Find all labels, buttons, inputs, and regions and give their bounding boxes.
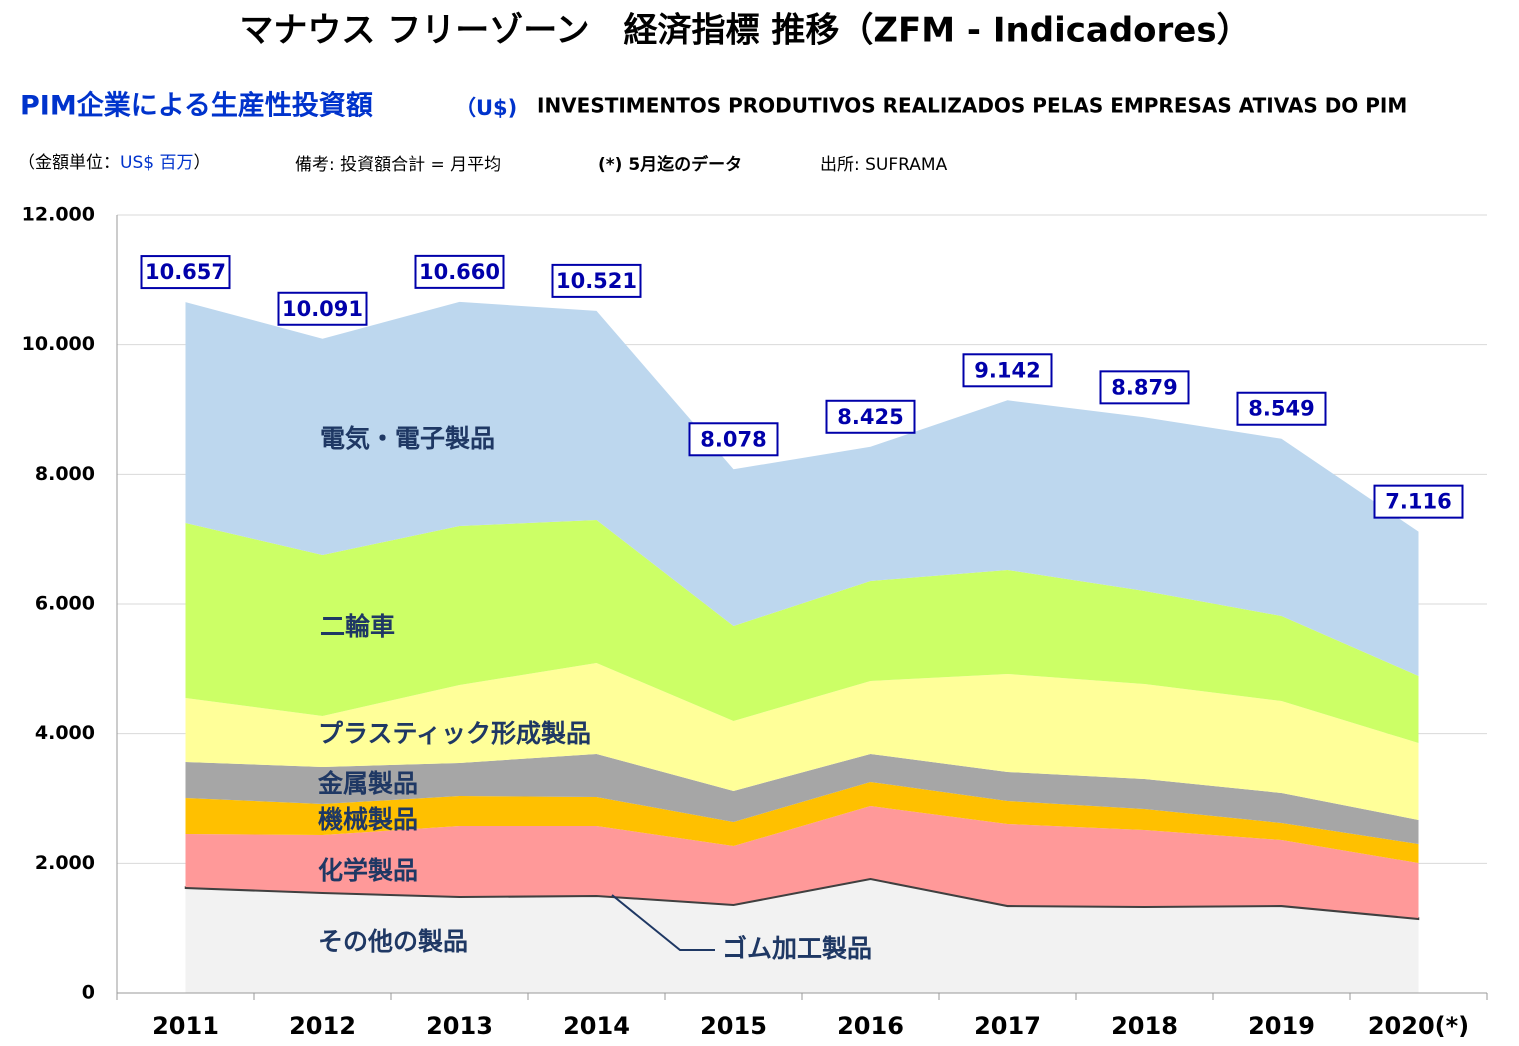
- note-unit: （金額単位：US$ 百万）: [18, 153, 210, 173]
- note-unit-prefix: （金額単位：: [18, 153, 120, 173]
- series-label: ゴム加工製品: [722, 934, 872, 963]
- x-tick-label: 2012: [289, 1012, 356, 1040]
- area: [185, 301, 1419, 676]
- series-label: 化学製品: [318, 856, 418, 885]
- total-label: 10.660: [414, 254, 505, 289]
- x-tick-label: 2017: [974, 1012, 1041, 1040]
- total-label-text: 10.657: [145, 260, 226, 284]
- total-label-text: 8.078: [700, 427, 766, 451]
- area: [184, 877, 1420, 921]
- total-label-text: 10.660: [419, 260, 500, 284]
- x-tick-label: 2018: [1111, 1012, 1178, 1040]
- total-label: 8.879: [1099, 370, 1190, 405]
- y-tick-label: 8.000: [35, 463, 95, 485]
- y-tick-label: 10.000: [22, 333, 95, 355]
- y-tick-label: 12.000: [22, 204, 95, 226]
- subtitle-pt: INVESTIMENTOS PRODUTIVOS REALIZADOS PELA…: [537, 94, 1407, 118]
- total-label-text: 8.879: [1111, 375, 1177, 399]
- total-label-box: [688, 422, 779, 457]
- total-label: 10.521: [551, 263, 642, 298]
- total-label-box: [825, 399, 916, 434]
- subtitle-unit: （U$): [455, 96, 517, 120]
- total-label-box: [551, 263, 642, 298]
- total-label-box: [1373, 484, 1464, 519]
- total-label-box: [1099, 370, 1190, 405]
- total-label-box: [414, 254, 505, 289]
- leader-line: [611, 894, 715, 951]
- total-label: 9.142: [962, 353, 1053, 388]
- area: [185, 753, 1419, 845]
- note-partial: (*) 5月迄のデータ: [598, 154, 742, 175]
- area: [185, 806, 1419, 918]
- area: [185, 781, 1419, 864]
- x-tick-label: 2015: [700, 1012, 767, 1040]
- series-label: その他の製品: [318, 927, 468, 956]
- series-label: 金属製品: [317, 769, 418, 798]
- y-tick-label: 0: [82, 982, 95, 1004]
- total-label-text: 10.091: [282, 297, 363, 321]
- series-label: 電気・電子製品: [320, 424, 495, 453]
- y-tick-label: 2.000: [35, 852, 95, 874]
- area: [185, 662, 1419, 820]
- y-tick-label: 6.000: [35, 593, 95, 615]
- total-label: 8.425: [825, 399, 916, 434]
- subtitle-jp: PIM企業による生産性投資額: [20, 90, 373, 122]
- x-tick-label: 2016: [837, 1012, 904, 1040]
- total-label-text: 10.521: [556, 269, 637, 293]
- series-label: 二輪車: [320, 612, 395, 641]
- total-label-box: [140, 255, 231, 290]
- total-label-text: 8.549: [1248, 397, 1314, 421]
- x-tick-label: 2013: [426, 1012, 493, 1040]
- series-label: 機械製品: [318, 805, 418, 834]
- total-label-box: [1236, 391, 1327, 426]
- note-unit-value: US$ 百万: [120, 153, 193, 173]
- total-label: 10.657: [140, 255, 231, 290]
- total-label-text: 8.425: [837, 405, 903, 429]
- x-tick-label: 2020(*): [1368, 1012, 1469, 1040]
- total-label-text: 7.116: [1385, 490, 1451, 514]
- total-label-text: 9.142: [974, 358, 1040, 382]
- series-label: プラスティック形成製品: [318, 719, 591, 748]
- total-label: 8.549: [1236, 391, 1327, 426]
- total-label: 10.091: [277, 291, 368, 326]
- total-label-box: [962, 353, 1053, 388]
- total-label-box: [277, 291, 368, 326]
- y-tick-label: 4.000: [35, 722, 95, 744]
- note-remark: 備考: 投資額合計 = 月平均: [295, 155, 501, 175]
- area: [185, 519, 1419, 744]
- total-label: 8.078: [688, 422, 779, 457]
- x-tick-label: 2019: [1248, 1012, 1315, 1040]
- x-tick-label: 2011: [152, 1012, 219, 1040]
- note-unit-suffix: ）: [193, 153, 210, 173]
- x-tick-label: 2014: [563, 1012, 630, 1040]
- title: マナウス フリーゾーン 経済指標 推移（ZFM - Indicadores）: [239, 11, 1250, 51]
- total-label: 7.116: [1373, 484, 1464, 519]
- note-source: 出所: SUFRAMA: [820, 155, 948, 175]
